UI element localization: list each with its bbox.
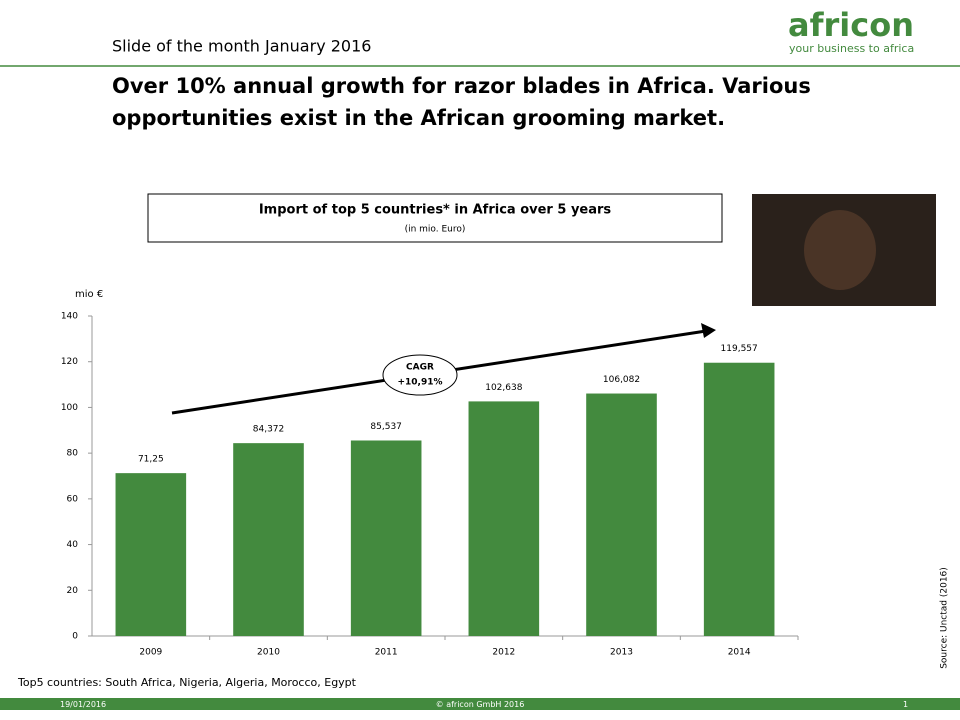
y-tick-label: 0: [72, 632, 78, 642]
slide-header: Slide of the month January 2016: [112, 37, 371, 56]
y-tick-label: 60: [67, 494, 79, 504]
footnote: Top5 countries: South Africa, Nigeria, A…: [17, 676, 357, 689]
trend-arrowhead: [701, 323, 716, 338]
footer-date: 19/01/2016: [60, 700, 106, 709]
bar: [703, 362, 775, 636]
chart-title: Import of top 5 countries* in Africa ove…: [259, 203, 612, 218]
x-tick-label: 2009: [139, 648, 162, 658]
source: Source: Unctad (2016): [940, 567, 950, 669]
value-label: 102,638: [485, 383, 522, 393]
x-tick-label: 2010: [257, 648, 280, 658]
page-number: 1: [903, 700, 908, 709]
x-tick-label: 2013: [610, 648, 633, 658]
chart-subtitle: (in mio. Euro): [405, 225, 466, 235]
chart-title-box: [147, 193, 723, 243]
logo: africon: [788, 6, 914, 44]
y-tick-label: 120: [61, 357, 78, 367]
y-axis-label: mio €: [75, 289, 103, 300]
footer-bar: [0, 698, 960, 710]
y-tick-label: 140: [61, 312, 78, 322]
bar: [350, 440, 422, 636]
tagline: your business to africa: [789, 42, 914, 55]
value-label: 85,537: [370, 422, 402, 432]
y-tick-label: 100: [61, 403, 78, 413]
y-tick-label: 40: [67, 540, 79, 550]
x-tick-label: 2012: [492, 648, 515, 658]
x-tick-label: 2014: [728, 648, 751, 658]
value-label: 71,25: [138, 455, 164, 465]
headline: Over 10% annual growth for razor blades …: [112, 74, 811, 130]
value-label: 84,372: [253, 425, 285, 435]
bar: [115, 473, 187, 636]
cagr-bubble: [382, 354, 458, 396]
bar: [586, 393, 657, 636]
y-tick-label: 20: [67, 586, 79, 596]
value-label: 119,557: [721, 344, 758, 354]
bar: [233, 443, 304, 636]
y-tick-label: 80: [67, 449, 79, 459]
photo-face: [804, 210, 876, 290]
annotation-title: CAGR: [406, 363, 434, 373]
annotation-text: +10,91%: [397, 378, 442, 388]
value-label: 106,082: [603, 375, 640, 385]
x-tick-label: 2011: [375, 648, 398, 658]
footer-copyright: © africon GmbH 2016: [436, 700, 525, 709]
bar: [468, 401, 540, 636]
